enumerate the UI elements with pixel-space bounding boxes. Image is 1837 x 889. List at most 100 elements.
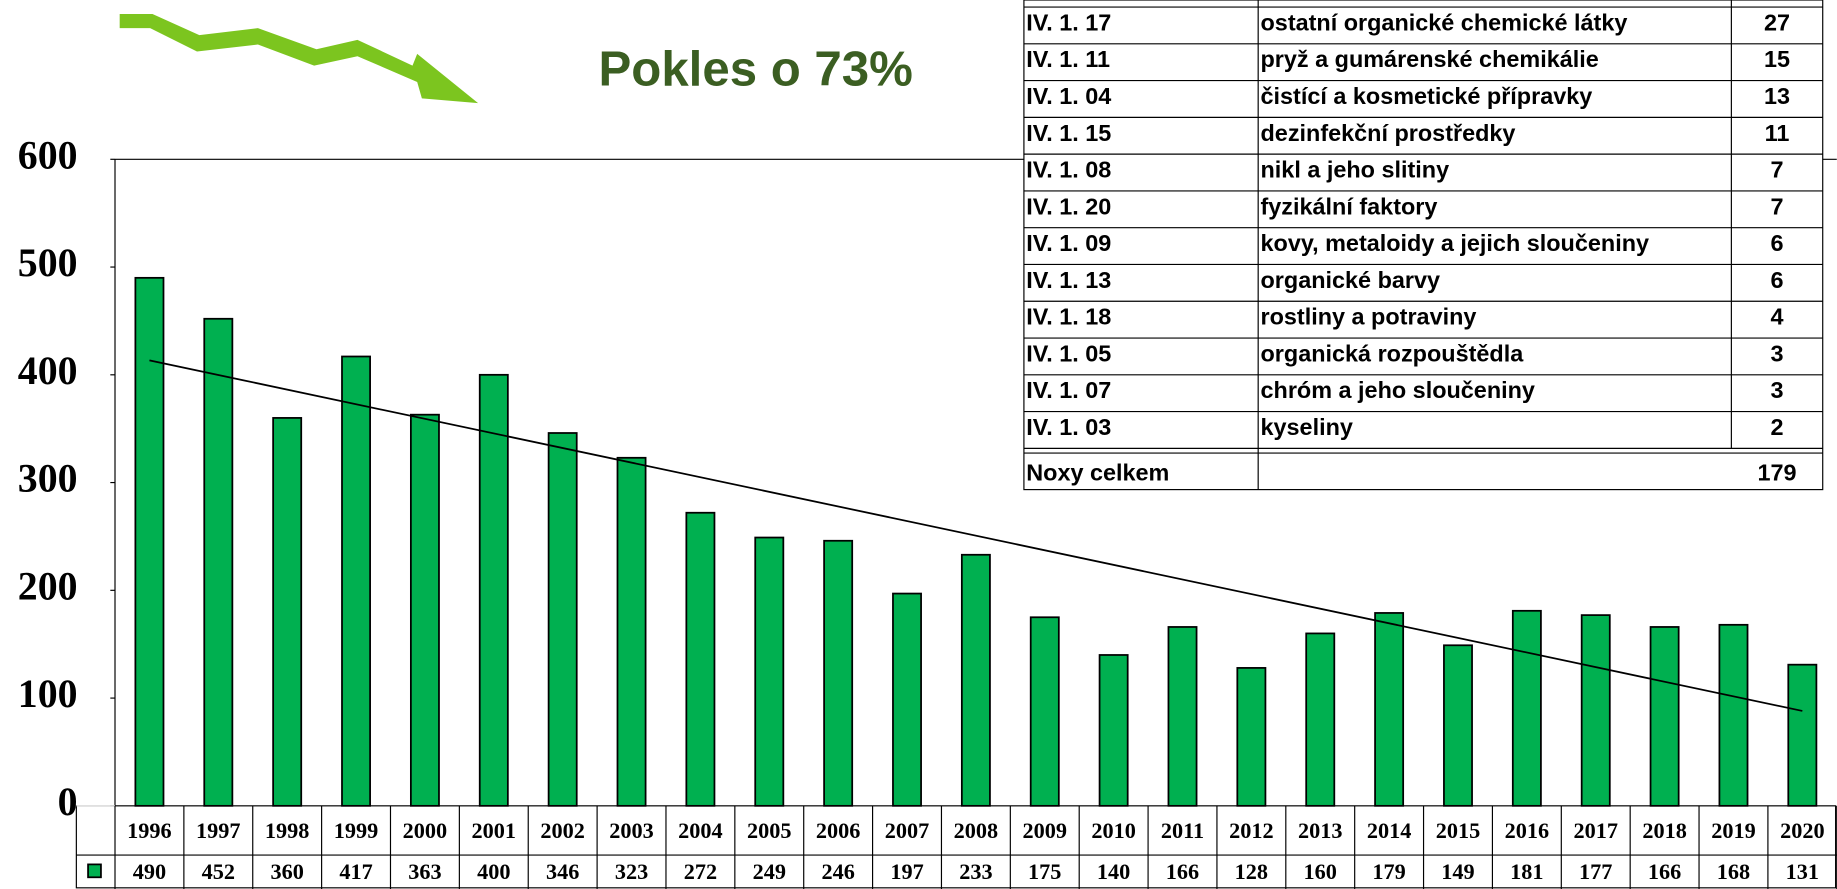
value-label: 149	[1441, 859, 1474, 884]
x-tick-label: 2009	[1023, 818, 1068, 843]
table-name: čistící a kosmetické přípravky	[1261, 83, 1593, 109]
table-name: kyseliny	[1261, 414, 1353, 440]
value-label: 166	[1166, 859, 1199, 884]
y-tick-label: 300	[18, 457, 78, 501]
value-label: 272	[684, 859, 717, 884]
bar	[1651, 627, 1679, 806]
value-label: 179	[1372, 859, 1405, 884]
value-label: 363	[408, 859, 441, 884]
table-code: IV. 1. 17	[1026, 9, 1111, 35]
x-tick-label: 2019	[1711, 818, 1755, 843]
value-label: 175	[1028, 859, 1061, 884]
bar	[755, 538, 783, 806]
x-tick-label: 2008	[954, 818, 999, 843]
table-value: 7	[1771, 157, 1784, 183]
table-value: 6	[1771, 267, 1784, 293]
table-code: IV. 1. 07	[1026, 377, 1111, 403]
x-tick-label: 1996	[127, 818, 172, 843]
table-total-value: 179	[1758, 460, 1797, 486]
x-tick-label: 2018	[1642, 818, 1687, 843]
value-label: 452	[202, 859, 235, 884]
bar	[824, 541, 852, 806]
value-label: 360	[270, 859, 303, 884]
table-code: IV. 1. 03	[1026, 414, 1111, 440]
value-label: 246	[821, 859, 854, 884]
x-tick-label: 2002	[540, 818, 585, 843]
table-code: IV. 1. 11	[1026, 46, 1110, 72]
bar	[1444, 645, 1472, 806]
table-value: 2	[1771, 414, 1784, 440]
y-tick-label: 500	[18, 241, 78, 285]
x-tick-label: 1997	[196, 818, 241, 843]
x-tick-label: 2016	[1505, 818, 1550, 843]
table-name: organické barvy	[1261, 267, 1441, 293]
table-code: IV. 1. 13	[1026, 267, 1111, 293]
value-label: 177	[1579, 859, 1612, 884]
annotation: Pokles o 73%	[598, 42, 912, 97]
value-label: 181	[1510, 859, 1543, 884]
y-tick-label: 200	[18, 564, 78, 608]
y-tick-label: 400	[18, 349, 78, 393]
value-label: 323	[615, 859, 648, 884]
legend-marker	[88, 864, 101, 877]
bar	[1375, 613, 1403, 806]
bar	[342, 356, 370, 805]
table-code: IV. 1. 15	[1026, 120, 1111, 146]
bar	[1513, 611, 1541, 806]
value-label: 490	[133, 859, 166, 884]
table-total-label: Noxy celkem	[1026, 460, 1169, 486]
x-tick-label: 2014	[1367, 818, 1412, 843]
bar	[962, 555, 990, 806]
bar	[411, 415, 439, 806]
x-tick-label: 1999	[334, 818, 378, 843]
x-tick-label: 2003	[609, 818, 653, 843]
value-label: 249	[753, 859, 786, 884]
table-value: 27	[1764, 9, 1790, 35]
table-code: IV. 1. 18	[1026, 304, 1111, 330]
table-value: 6	[1771, 230, 1784, 256]
x-tick-label: 2005	[747, 818, 792, 843]
table-code: IV. 1. 08	[1026, 157, 1111, 183]
value-label: 131	[1786, 859, 1819, 884]
value-label: 197	[890, 859, 923, 884]
bar	[1168, 627, 1196, 806]
x-tick-label: 2007	[885, 818, 930, 843]
value-label: 233	[959, 859, 992, 884]
x-tick-label: 2000	[403, 818, 448, 843]
table-name: ostatní organické chemické látky	[1261, 9, 1628, 35]
value-label: 160	[1304, 859, 1337, 884]
table-name: chróm a jeho sloučeniny	[1261, 377, 1535, 403]
bar	[686, 513, 714, 806]
y-tick-label: 600	[18, 133, 78, 177]
x-tick-label: 2006	[816, 818, 860, 843]
y-tick-label: 0	[58, 780, 78, 824]
table-code: IV. 1. 04	[1026, 83, 1111, 109]
table-code: IV. 1. 20	[1026, 193, 1111, 219]
table-name: dezinfekční prostředky	[1261, 120, 1516, 146]
chart: Pokles o 73% 010020030040050060019964901…	[0, 0, 1837, 889]
x-tick-label: 2010	[1091, 818, 1136, 843]
value-label: 346	[546, 859, 579, 884]
bar	[135, 278, 163, 806]
x-tick-label: 2001	[472, 818, 516, 843]
bar	[273, 418, 301, 806]
page: {"chart_data": {"type": "bar", "annotati…	[0, 0, 1837, 889]
table-value: 15	[1764, 46, 1790, 72]
table-value: 11	[1765, 120, 1790, 146]
x-tick-label: 2011	[1161, 818, 1204, 843]
x-tick-label: 2012	[1229, 818, 1274, 843]
table-value: 4	[1771, 304, 1784, 330]
x-tick-label: 2020	[1780, 818, 1825, 843]
bar	[204, 319, 232, 806]
x-tick-label: 2015	[1436, 818, 1481, 843]
bar	[1237, 668, 1265, 806]
bar	[1306, 633, 1334, 805]
table-value: 3	[1771, 377, 1784, 403]
bar	[549, 433, 577, 806]
bar	[1100, 655, 1128, 806]
table-value: 7	[1771, 193, 1784, 219]
x-tick-label: 2004	[678, 818, 723, 843]
table-code: IV. 1. 05	[1026, 340, 1111, 366]
x-tick-label: 1998	[265, 818, 310, 843]
table-name: kovy, metaloidy a jejich sloučeniny	[1261, 230, 1650, 256]
